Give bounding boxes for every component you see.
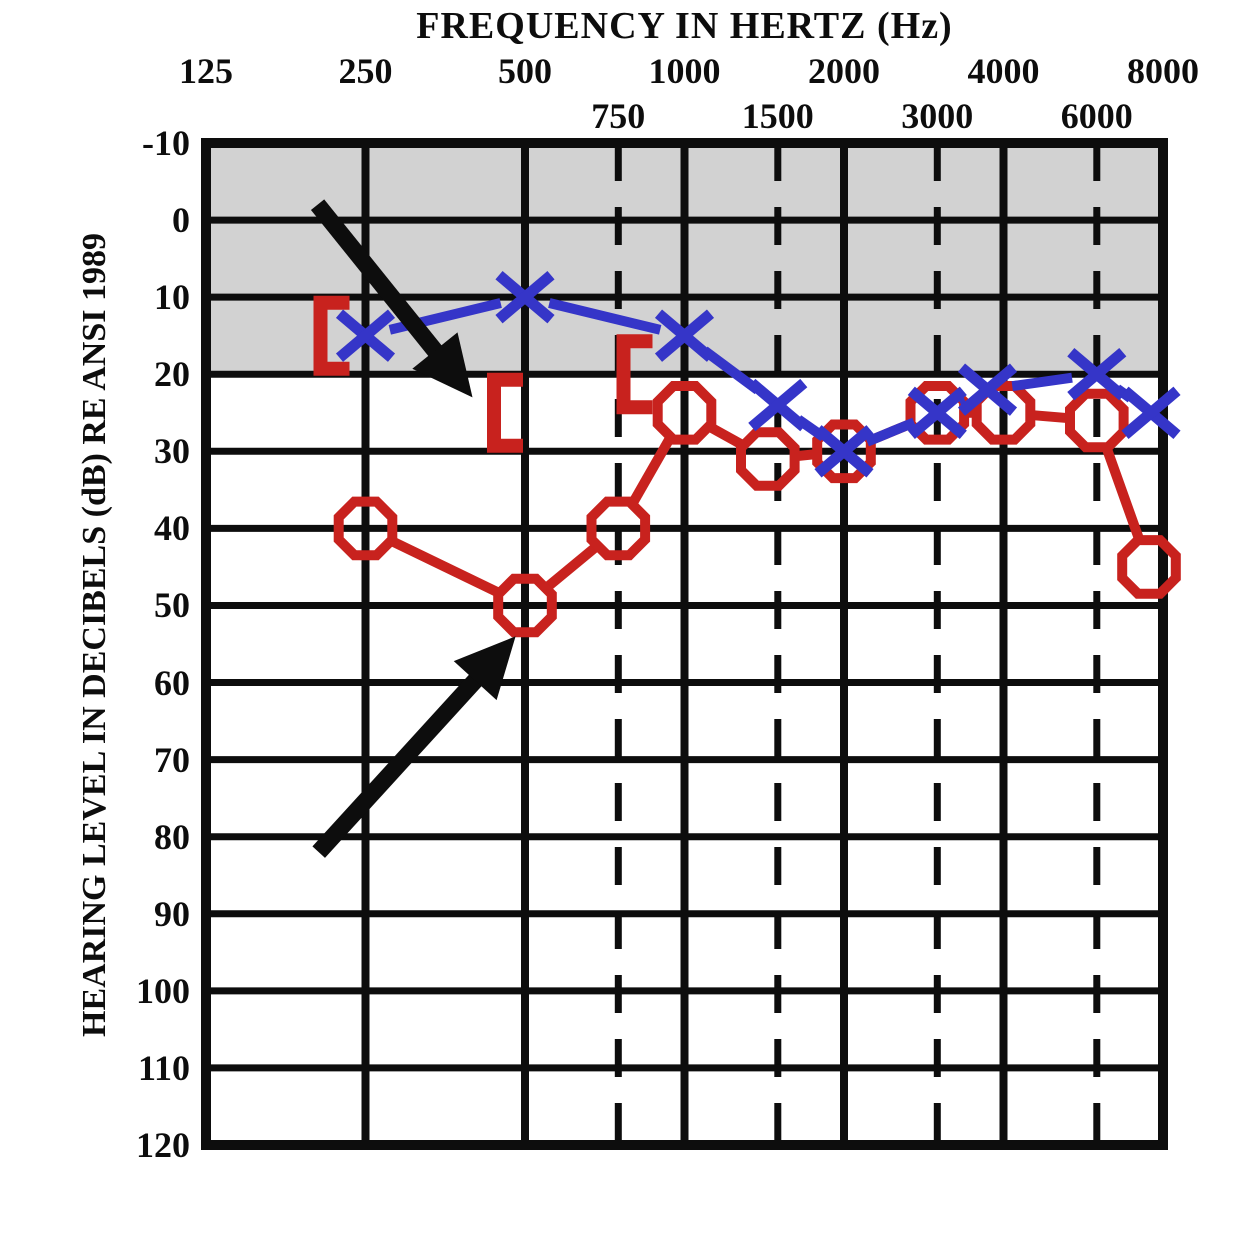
x-axis-major-tick-label-125: 125 [179,51,233,91]
audiogram-plot [201,138,1181,1150]
circle-marker-6000 [1065,388,1129,453]
connector-segment [1011,372,1073,392]
circle-marker-750 [586,496,651,561]
y-axis-tick-label-20: 20 [154,354,190,395]
connector-segment [701,346,761,395]
right-ear-air-conduction-series [333,381,1181,638]
x-axis-minor-tick-label-1500: 1500 [741,96,814,136]
chart-title: FREQUENCY IN HERTZ (Hz) [416,5,953,47]
bracket-marker-500 [487,372,523,453]
circle-marker-1000 [652,381,717,445]
x-marker-2000 [814,425,874,478]
annotation-arrow-1 [310,199,473,398]
x-axis-major-tick-label-2000: 2000 [808,51,880,91]
circle-marker-500 [493,573,557,638]
y-axis-tick-label-50: 50 [154,585,190,626]
x-marker-500 [495,270,555,324]
y-axis-tick-label-100: 100 [136,970,190,1011]
x-axis-major-tick-label-4000: 4000 [967,51,1040,91]
y-axis-tick-label-0: 0 [172,200,190,241]
x-marker-8000 [1121,386,1181,439]
x-axis-major-tick-label-8000: 8000 [1127,51,1199,91]
x-axis-major-tick-label-250: 250 [338,51,393,91]
x-axis-minor-tick-label-750: 750 [591,96,646,136]
connector-segment [865,417,917,447]
y-axis-tick-label-120: 120 [136,1125,190,1165]
circle-marker-1500 [736,427,800,491]
x-marker-4000 [957,363,1018,416]
x-axis-minor-tick-label-6000: 6000 [1060,96,1133,136]
left-ear-air-conduction-series [335,270,1181,478]
bone-conduction-brackets [313,295,653,453]
x-marker-6000 [1067,348,1127,401]
x-marker-250 [335,309,396,362]
y-axis-tick-label-30: 30 [154,431,190,472]
annotation-arrows [310,199,516,858]
connector-segment [629,437,674,504]
connector-segment [548,298,662,335]
x-marker-1500 [748,378,808,432]
circle-marker-250 [333,496,398,561]
x-axis-major-tick-label-1000: 1000 [648,51,721,91]
y-axis-tick-label--10: -10 [142,123,190,163]
connector-segment [957,395,967,407]
circle-marker-8000 [1117,535,1181,599]
y-axis-tick-label-80: 80 [154,816,190,857]
x-axis-major-tick-label-500: 500 [498,51,552,91]
connector-segment [545,544,598,590]
bracket-marker-250 [313,295,350,376]
annotation-arrow-2 [312,636,516,858]
connector-segment [391,537,500,597]
y-axis-tick-label-70: 70 [154,739,190,780]
bracket-marker-1000 [616,334,653,415]
y-axis-tick-label-90: 90 [154,893,190,934]
y-axis-tick-label-10: 10 [154,277,190,318]
connector-segment [1033,410,1067,423]
connector-segment [798,449,814,461]
y-axis-tick-label-40: 40 [154,508,190,549]
grid [201,138,1168,1150]
y-axis-tick-label-60: 60 [154,662,190,703]
connector-segment [709,423,744,449]
y-axis-tick-label-110: 110 [137,1047,190,1088]
x-marker-3000 [907,386,967,439]
x-axis-minor-tick-label-3000: 3000 [901,96,974,136]
connector-segment [1102,447,1144,540]
x-marker-1000 [654,309,715,362]
